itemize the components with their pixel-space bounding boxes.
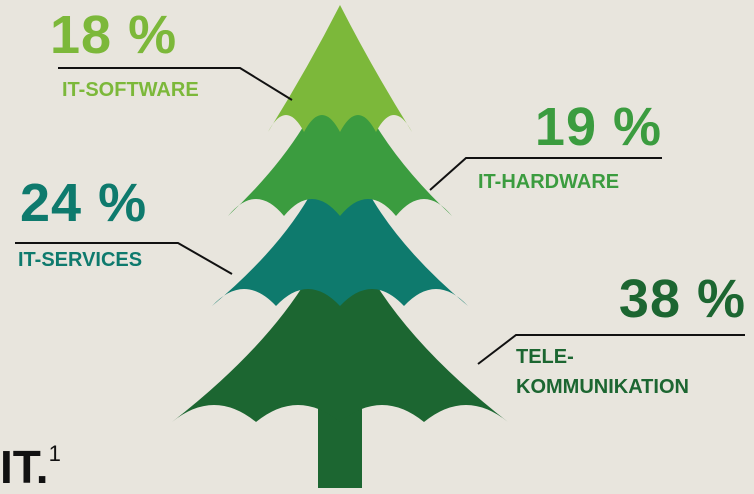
value-label: 18 %: [50, 5, 178, 65]
footnote: IT.1: [0, 440, 61, 494]
tree-layer: [268, 5, 412, 132]
value-label: 19 %: [534, 97, 662, 157]
leader-line: [15, 242, 233, 275]
tree-layer: [212, 188, 468, 306]
category-label: TELE-KOMMUNIKATION: [516, 346, 689, 398]
leader-line: [477, 334, 745, 365]
category-label: IT-SERVICES: [18, 249, 143, 271]
value-label: 38 %: [618, 269, 746, 329]
tree-layer: [172, 278, 508, 422]
value-label: 24 %: [20, 173, 148, 233]
category-label: IT-HARDWARE: [478, 171, 620, 193]
footnote-mark: 1: [48, 441, 61, 466]
leader-lines: [15, 67, 745, 365]
leader-line: [429, 157, 662, 191]
footnote-text: IT.: [0, 441, 49, 493]
tree-layer: [228, 100, 452, 216]
category-label: IT-SOFTWARE: [62, 79, 199, 101]
leader-line: [58, 67, 293, 101]
